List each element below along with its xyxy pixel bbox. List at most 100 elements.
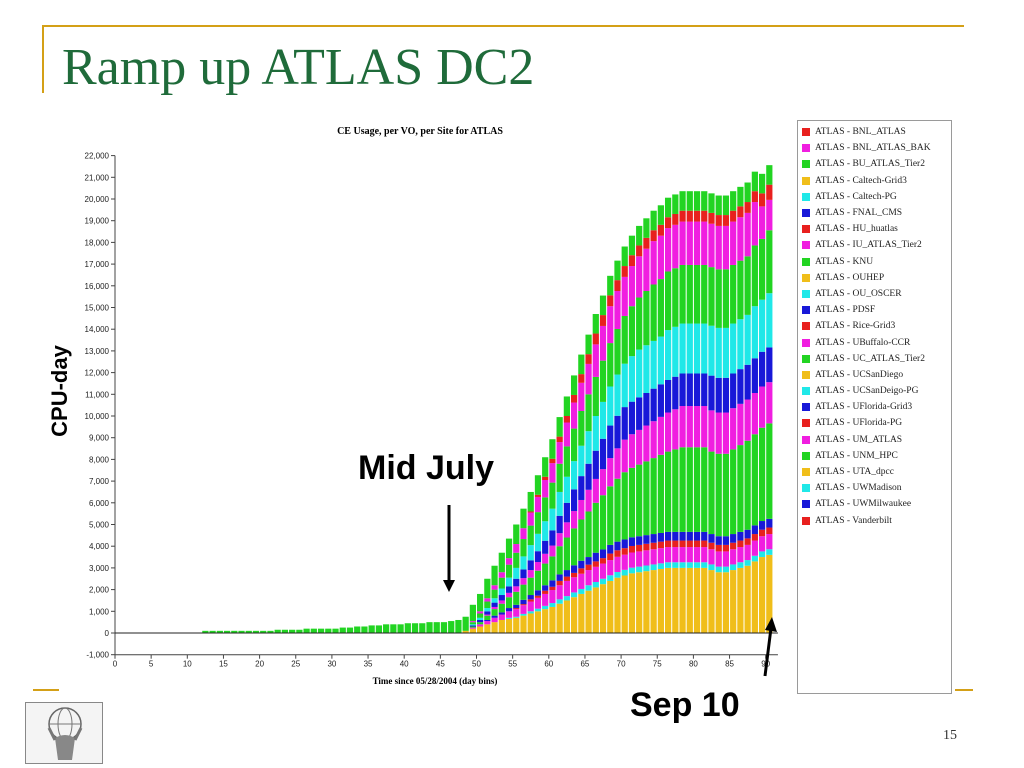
bar-segment-6-52 <box>491 606 498 610</box>
bar-segment-5-88 <box>751 434 758 526</box>
bar-segment-4-75 <box>657 532 664 542</box>
bar-segment-3-81 <box>701 540 708 548</box>
bar-segment-4-74 <box>650 534 657 543</box>
bar-segment-2-55 <box>513 609 520 617</box>
bar-segment-7-90 <box>766 347 773 383</box>
bar-segment-7-80 <box>693 373 701 407</box>
bar-segment-8-51 <box>484 608 491 612</box>
mid-july-arrow-head <box>443 580 455 592</box>
bar-segment-5-89 <box>758 427 766 522</box>
bar-segment-7-66 <box>592 450 599 479</box>
bar-segment-2-89 <box>758 536 766 552</box>
bar-segment-10-88 <box>751 202 758 246</box>
bar-segment-3-71 <box>628 545 636 553</box>
bar-segment-8-75 <box>657 336 664 385</box>
bar-segment-0-74 <box>650 570 657 633</box>
bar-segment-12-28 <box>317 628 325 633</box>
legend-swatch <box>802 128 810 137</box>
bar-segment-0-78 <box>679 567 686 633</box>
bar-segment-4-66 <box>592 552 599 562</box>
x-tick-label: 45 <box>436 660 445 669</box>
bar-segment-6-80 <box>693 406 701 448</box>
bar-segment-10-70 <box>621 276 628 316</box>
bar-segment-10-63 <box>571 402 578 429</box>
bar-segment-10-73 <box>643 248 650 291</box>
bar-segment-11-81 <box>701 210 708 222</box>
bar-segment-6-66 <box>592 478 599 503</box>
bar-segment-4-71 <box>628 537 636 546</box>
bar-segment-12-62 <box>563 396 570 416</box>
bar-segment-3-68 <box>607 553 614 561</box>
bar-segment-6-59 <box>542 553 549 564</box>
bar-segment-12-15 <box>223 630 231 633</box>
bar-segment-5-83 <box>715 453 722 537</box>
bar-segment-12-19 <box>252 630 260 633</box>
bar-segment-9-76 <box>664 271 672 331</box>
bar-segment-12-34 <box>361 626 368 633</box>
legend-label: ATLAS - UFlorida-Grid3 <box>815 402 913 413</box>
bar-segment-9-83 <box>715 269 722 328</box>
bar-segment-0-53 <box>498 619 505 633</box>
bar-segment-9-74 <box>650 284 657 341</box>
x-tick-label: 20 <box>255 660 264 669</box>
bar-segment-8-59 <box>542 521 549 541</box>
bar-segment-2-81 <box>701 547 708 563</box>
bar-segment-2-61 <box>556 585 563 600</box>
bar-segment-10-54 <box>505 558 513 565</box>
bar-segment-0-89 <box>758 557 766 633</box>
bar-segment-8-63 <box>571 461 578 490</box>
bar-segment-12-65 <box>585 334 592 355</box>
bar-segment-8-58 <box>534 533 542 552</box>
bar-segment-5-62 <box>563 537 570 571</box>
legend-swatch <box>802 176 810 185</box>
bar-segment-12-12 <box>202 630 209 633</box>
bars-layer <box>202 165 773 633</box>
bar-segment-12-86 <box>737 186 744 207</box>
bar-segment-11-74 <box>650 230 657 242</box>
bar-segment-12-17 <box>238 630 245 633</box>
bar-segment-1-60 <box>549 603 556 607</box>
bar-segment-0-51 <box>484 624 491 633</box>
bar-segment-12-57 <box>527 491 534 512</box>
bar-segment-6-71 <box>628 434 636 468</box>
bar-segment-3-59 <box>542 590 549 594</box>
bar-segment-0-66 <box>592 587 599 633</box>
bar-segment-5-90 <box>766 423 773 519</box>
bar-segment-7-59 <box>542 540 549 554</box>
bar-segment-9-70 <box>621 315 628 364</box>
bar-segment-3-84 <box>722 544 730 552</box>
slide-frame-left-line <box>42 25 44 93</box>
bar-segment-6-57 <box>527 570 534 578</box>
legend-item: ATLAS - UCSanDeigo-PG <box>798 383 951 399</box>
bar-segment-11-65 <box>585 354 592 364</box>
bar-segment-3-60 <box>549 586 556 591</box>
bar-segment-7-77 <box>672 376 679 410</box>
bar-segment-9-66 <box>592 376 599 416</box>
bar-segment-10-79 <box>686 221 693 265</box>
bar-segment-4-53 <box>498 612 505 615</box>
bar-segment-7-81 <box>701 373 708 407</box>
bar-segment-2-74 <box>650 549 657 565</box>
bar-segment-5-53 <box>498 603 505 613</box>
y-tick-label: 17,000 <box>85 260 110 269</box>
bar-segment-2-73 <box>643 550 650 566</box>
legend-swatch <box>802 144 810 153</box>
bar-segment-6-55 <box>513 586 520 592</box>
bar-segment-1-82 <box>708 564 715 571</box>
bar-segment-8-70 <box>621 363 628 408</box>
bar-segment-6-51 <box>484 614 491 616</box>
bar-segment-5-49 <box>469 626 476 628</box>
bar-segment-7-76 <box>664 379 672 413</box>
bar-segment-10-59 <box>542 480 549 498</box>
bar-segment-7-86 <box>737 369 744 404</box>
bar-segment-5-73 <box>643 461 650 536</box>
bar-segment-8-52 <box>491 598 498 603</box>
bar-segment-9-75 <box>657 279 664 337</box>
legend-label: ATLAS - OUHEP <box>815 272 885 283</box>
legend-item: ATLAS - Vanderbilt <box>798 513 951 529</box>
bar-segment-3-89 <box>758 529 766 537</box>
bar-segment-8-55 <box>513 567 520 579</box>
bar-segment-1-66 <box>592 582 599 588</box>
bar-segment-7-61 <box>556 515 563 534</box>
x-tick-label: 60 <box>544 660 553 669</box>
